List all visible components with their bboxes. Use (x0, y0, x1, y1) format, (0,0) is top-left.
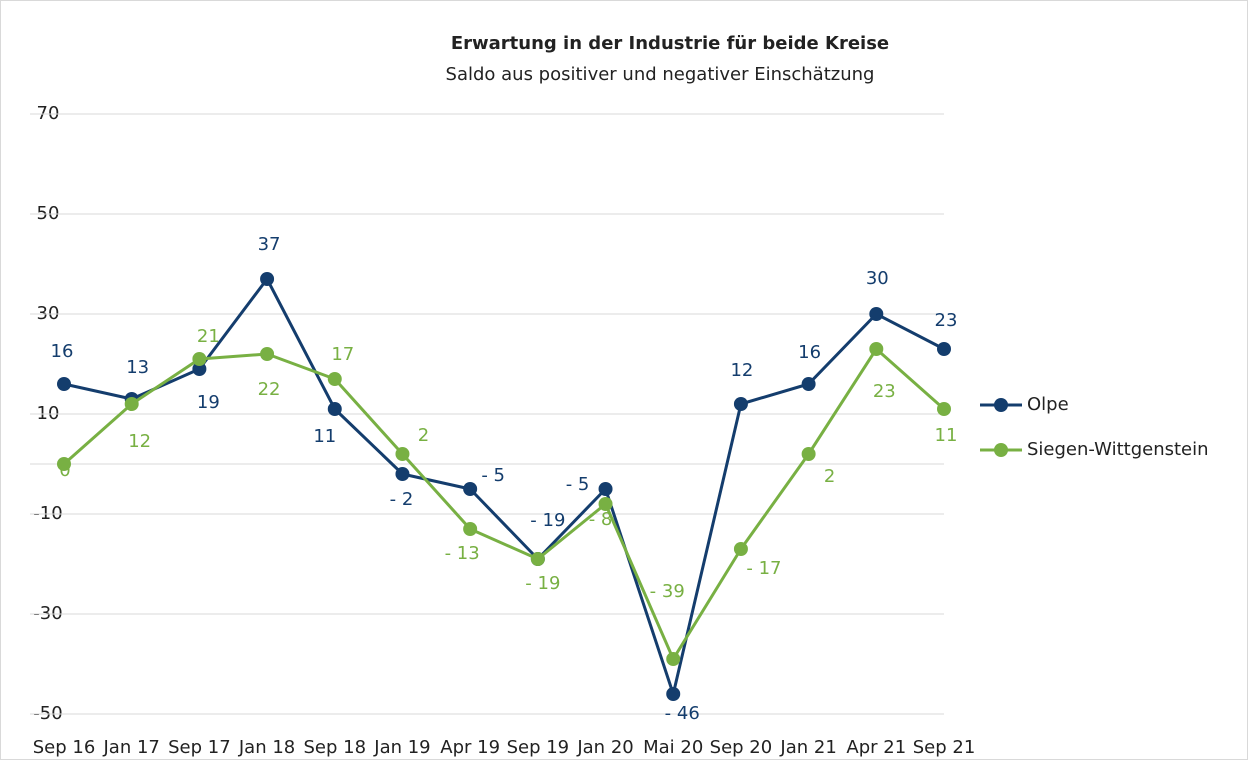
data-label: - 19 (525, 573, 560, 594)
legend-marker (994, 443, 1008, 457)
data-label: 11 (935, 425, 958, 446)
point (192, 352, 207, 366)
point (598, 482, 613, 496)
point (57, 377, 71, 391)
point (937, 342, 951, 356)
point (260, 347, 275, 361)
data-label: - 5 (481, 465, 505, 486)
data-label: - 19 (530, 510, 565, 531)
point (463, 482, 478, 496)
data-label: - 13 (445, 543, 480, 564)
data-label: 19 (197, 392, 220, 413)
x-tick-label: Jan 20 (576, 737, 633, 758)
x-tick-label: Jan 17 (103, 737, 160, 758)
x-tick-label: Jan 18 (238, 737, 295, 758)
x-tick-label: Sep 18 (303, 737, 366, 758)
data-label: - 2 (390, 489, 414, 510)
point (869, 342, 884, 356)
series-line (63, 347, 945, 661)
data-label: 16 (798, 342, 821, 363)
x-tick-label: Jan 21 (779, 737, 836, 758)
series-line (63, 277, 945, 696)
x-tick-label: Mai 20 (643, 737, 703, 758)
point (260, 272, 275, 286)
point (666, 652, 681, 666)
legend-marker (994, 398, 1008, 412)
point (530, 552, 545, 566)
chart-subtitle: Saldo aus positiver und negativer Einsch… (446, 64, 875, 85)
data-label: 2 (824, 466, 835, 487)
data-label: 11 (313, 426, 336, 447)
point (801, 377, 816, 391)
legend-label: Olpe (1027, 394, 1069, 415)
data-label: - 5 (566, 474, 590, 495)
x-tick-label: Jan 19 (373, 737, 430, 758)
point (192, 362, 207, 376)
data-label: - 46 (665, 703, 700, 724)
data-label: - 17 (746, 558, 781, 579)
data-label: 0 (59, 460, 70, 481)
data-label: 12 (128, 431, 151, 452)
point (395, 467, 410, 481)
data-label: 17 (331, 344, 354, 365)
x-tick-label: Sep 16 (33, 737, 96, 758)
data-label: 16 (51, 341, 74, 362)
data-label: - 39 (650, 581, 685, 602)
point (463, 522, 478, 536)
data-label: 30 (866, 268, 889, 289)
data-label: 37 (258, 234, 281, 255)
data-label: 21 (197, 326, 220, 347)
point (57, 457, 71, 471)
point (395, 447, 410, 461)
point (869, 307, 884, 321)
x-tick-label: Sep 20 (710, 737, 773, 758)
point (937, 402, 951, 416)
point (327, 372, 342, 386)
point (124, 397, 139, 411)
data-label: 23 (873, 381, 896, 402)
data-label: 22 (258, 379, 281, 400)
x-tick-label: Sep 17 (168, 737, 231, 758)
point (598, 497, 613, 511)
data-label: 2 (418, 425, 429, 446)
x-tick-label: Apr 19 (440, 737, 500, 758)
x-tick-label: Sep 21 (913, 737, 976, 758)
x-tick-label: Apr 21 (846, 737, 906, 758)
data-label: 12 (730, 360, 753, 381)
x-tick-label: Sep 19 (507, 737, 570, 758)
point (666, 687, 681, 701)
point (733, 397, 748, 411)
data-label: - 8 (589, 509, 613, 530)
chart-title: Erwartung in der Industrie für beide Kre… (451, 33, 889, 54)
legend-label: Siegen-Wittgenstein (1027, 439, 1209, 460)
data-label: 23 (935, 310, 958, 331)
point (327, 402, 342, 416)
data-label: 13 (126, 357, 149, 378)
point (801, 447, 816, 461)
point (733, 542, 748, 556)
